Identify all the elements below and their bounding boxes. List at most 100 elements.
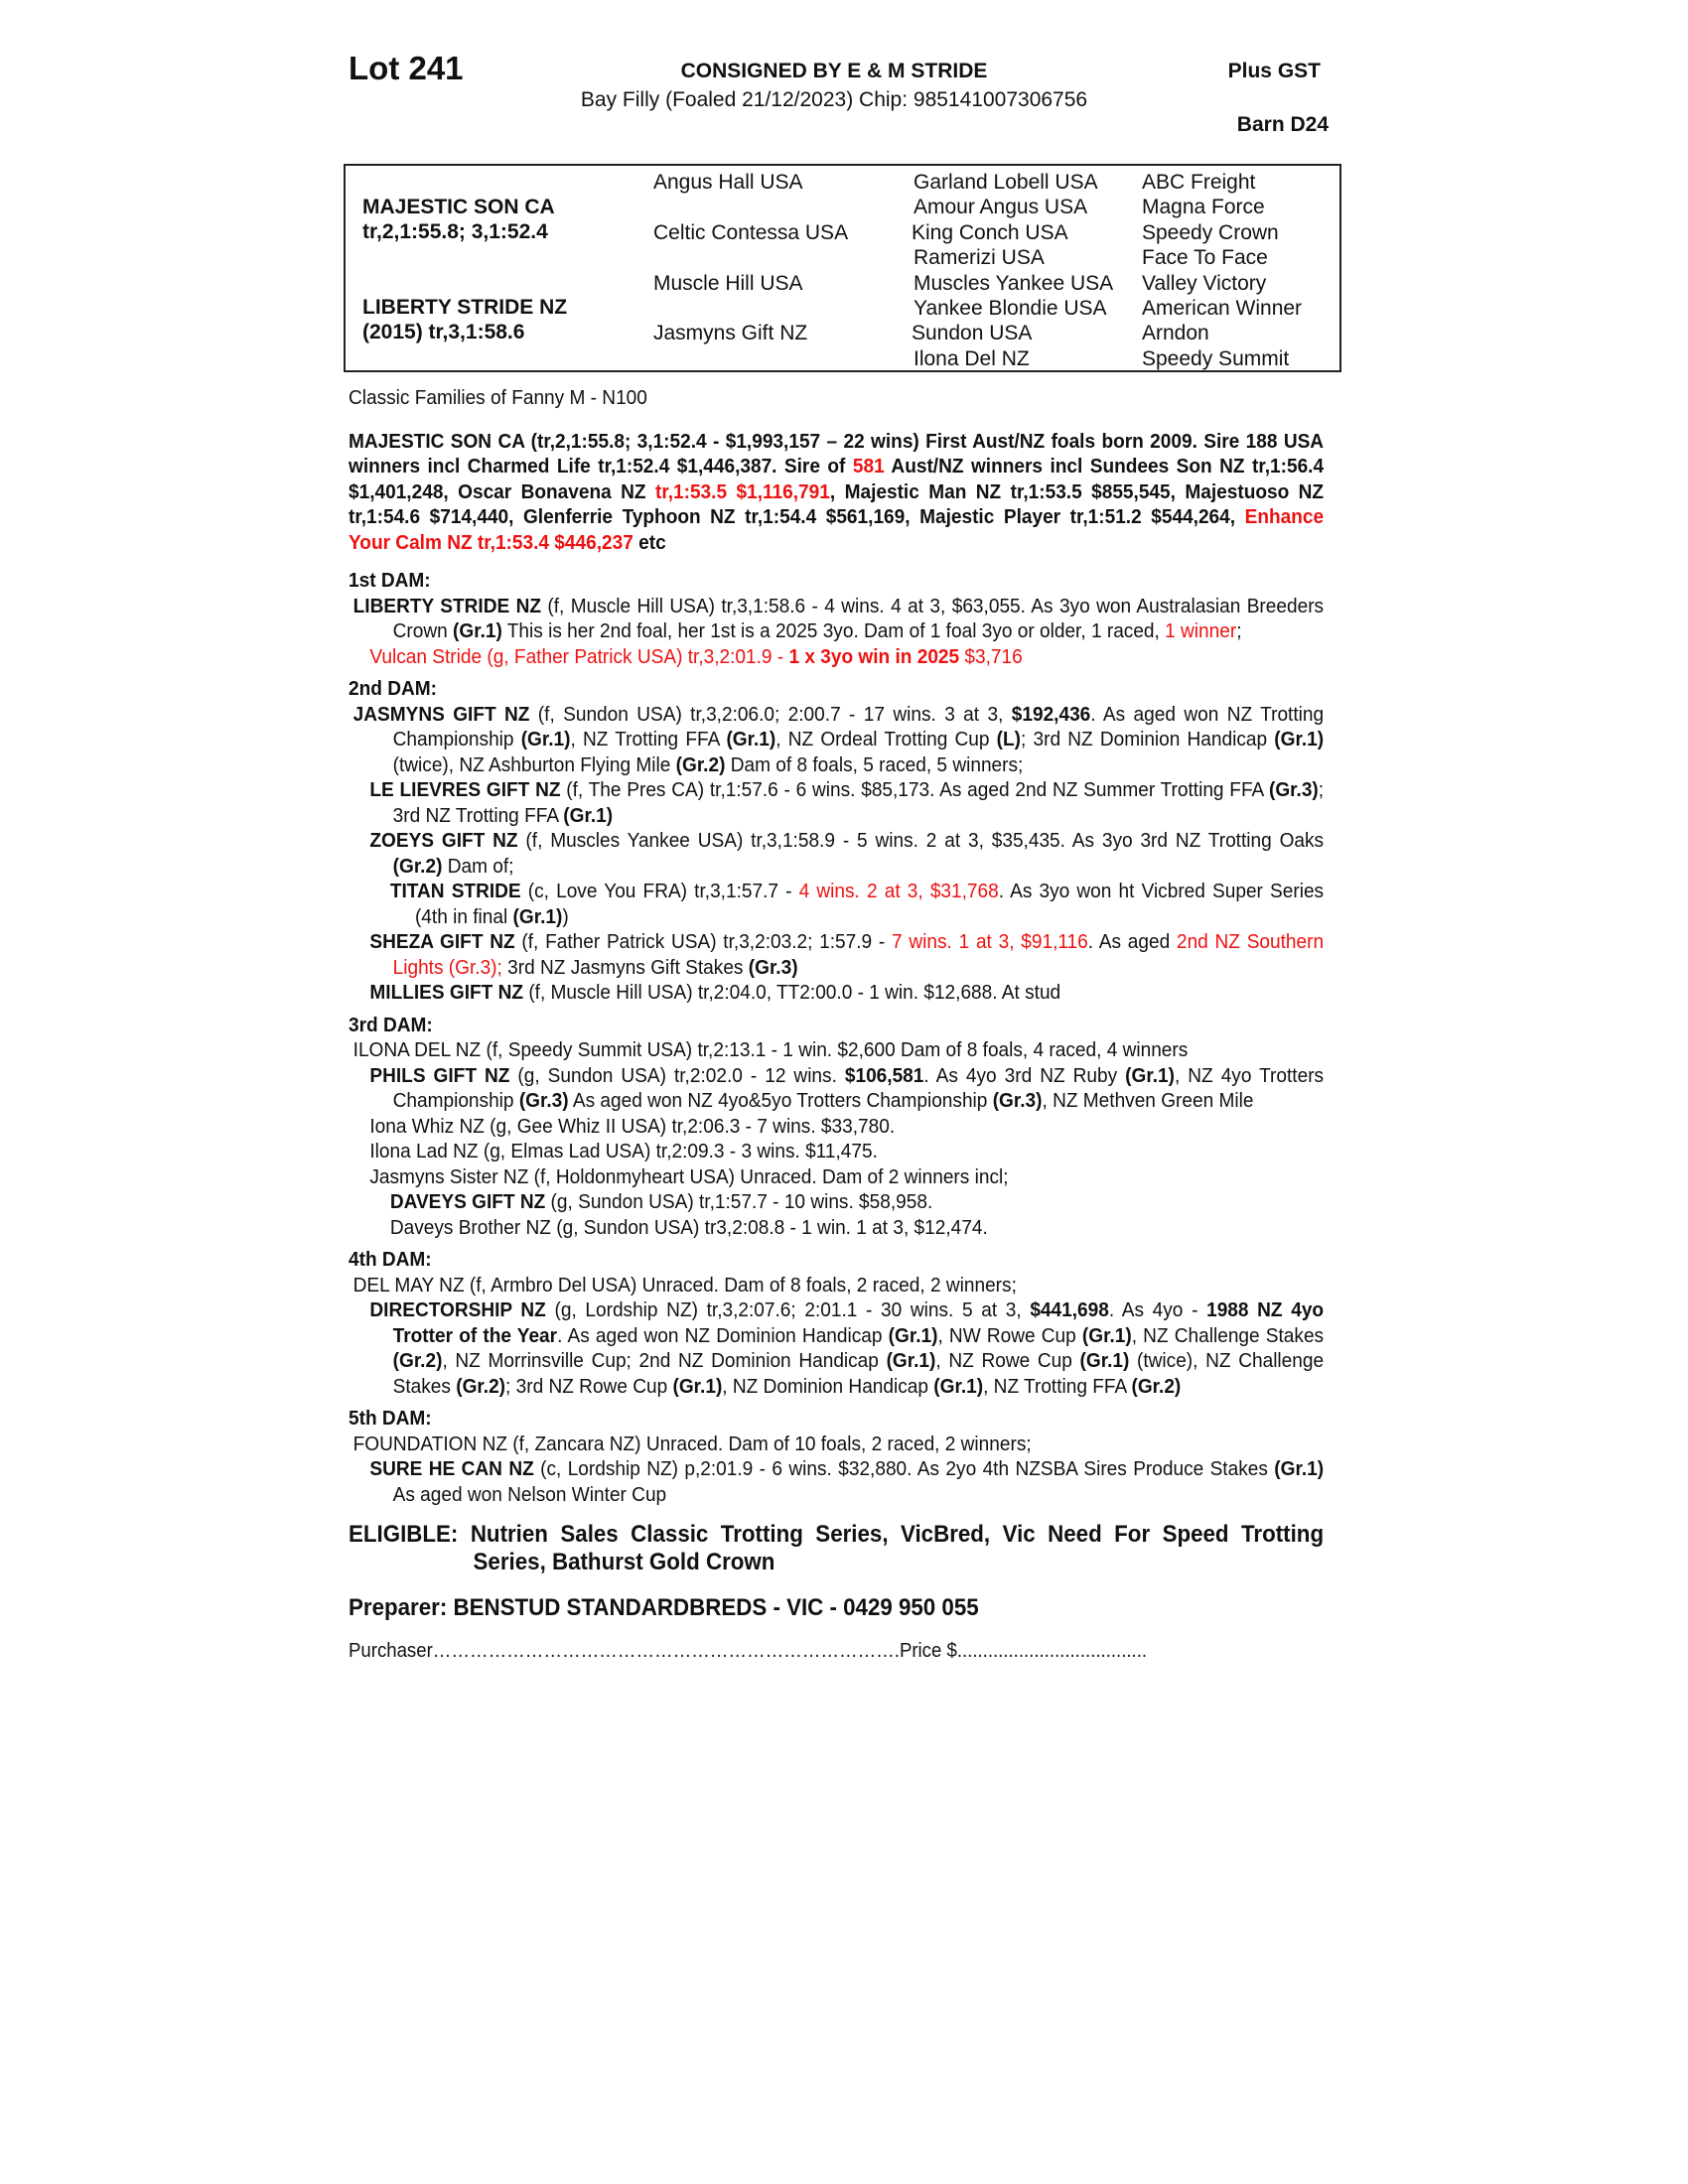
text-segment: , NZ Rowe Cup bbox=[935, 1349, 1080, 1372]
pedigree-ancestor: Face To Face bbox=[1142, 246, 1268, 270]
text-segment: 1 x 3yo win in 2025 bbox=[788, 644, 960, 668]
text-segment: (Gr.1) bbox=[888, 1323, 938, 1347]
text-segment: (f, Muscle Hill USA) tr,3,1:58.6 - 4 win… bbox=[392, 594, 1325, 643]
text-segment: , NZ 4yo Trotters Championship bbox=[392, 1063, 1325, 1113]
text-segment: , NZ Trotting FFA bbox=[570, 728, 727, 751]
pedigree-sire-record: tr,2,1:55.8; 3,1:52.4 bbox=[362, 220, 548, 243]
pedigree-ancestor: Arndon bbox=[1142, 322, 1209, 345]
section-heading: 3rd DAM: bbox=[349, 1013, 1324, 1038]
text-segment: (Gr.1) bbox=[1274, 728, 1325, 751]
consignor: CONSIGNED BY E & M STRIDE bbox=[680, 60, 988, 82]
text-segment: (Gr.1) bbox=[1079, 1349, 1130, 1372]
text-segment: MAJESTIC SON CA (tr,2,1:55.8; 3,1:52.4 -… bbox=[349, 429, 1325, 478]
text-segment: . As aged won NZ Trotting Championship bbox=[392, 702, 1325, 751]
pedigree-paragraph: FOUNDATION NZ (f, Zancara NZ) Unraced. D… bbox=[349, 1432, 1324, 1457]
text-segment: Preparer: BENSTUD STANDARDBREDS - VIC - … bbox=[349, 1594, 979, 1621]
pedigree-ancestor: Valley Victory bbox=[1142, 271, 1267, 295]
text-segment: (twice), NZ Ashburton Flying Mile bbox=[392, 752, 676, 776]
text-segment: . As aged bbox=[1087, 930, 1177, 953]
text-segment: (Gr.2) bbox=[392, 1349, 443, 1372]
pedigree-ancestor: Angus Hall USA bbox=[653, 171, 803, 194]
text-segment: (f, Muscles Yankee USA) tr,3,1:58.9 - 5 … bbox=[517, 829, 1325, 852]
text-segment: (twice), NZ Challenge Stakes bbox=[392, 1349, 1325, 1398]
text-segment: , NZ Dominion Handicap bbox=[722, 1374, 934, 1398]
text-segment: (L) bbox=[996, 728, 1022, 751]
text-segment: 1988 NZ 4yo Trotter of the Year bbox=[392, 1298, 1325, 1347]
section-heading: 2nd DAM: bbox=[349, 676, 1324, 702]
text-segment: 3rd DAM: bbox=[349, 1013, 433, 1036]
pedigree-sire: MAJESTIC SON CA bbox=[362, 196, 555, 218]
text-segment: (Gr.1) bbox=[520, 728, 571, 751]
text-segment: ; 3rd NZ Dominion Handicap bbox=[1021, 728, 1275, 751]
pedigree-paragraph: SURE HE CAN NZ (c, Lordship NZ) p,2:01.9… bbox=[349, 1456, 1324, 1507]
pedigree-ancestor: Yankee Blondie USA bbox=[914, 297, 1107, 320]
pedigree-paragraph: ELIGIBLE: Nutrien Sales Classic Trotting… bbox=[349, 1521, 1324, 1576]
text-segment: LIBERTY STRIDE NZ bbox=[352, 594, 541, 617]
text-segment: (Gr.2) bbox=[456, 1374, 506, 1398]
text-segment: FOUNDATION NZ (f, Zancara NZ) Unraced. D… bbox=[352, 1432, 1032, 1455]
pedigree-ancestor: ABC Freight bbox=[1142, 171, 1256, 194]
text-segment: (Gr.1) bbox=[672, 1374, 723, 1398]
text-segment: , NZ Ordeal Trotting Cup bbox=[775, 728, 997, 751]
text-segment: $441,698 bbox=[1030, 1298, 1109, 1321]
text-segment: SHEZA GIFT NZ bbox=[369, 930, 515, 953]
pedigree-dam-record: (2015) tr,3,1:58.6 bbox=[362, 321, 525, 343]
text-segment: (Gr.3) bbox=[992, 1089, 1043, 1112]
pedigree-paragraph: DEL MAY NZ (f, Armbro Del USA) Unraced. … bbox=[349, 1273, 1324, 1298]
text-segment: (Gr.1) bbox=[563, 803, 614, 827]
section-heading: 4th DAM: bbox=[349, 1247, 1324, 1273]
text-segment: . As 3yo won ht Vicbred Super Series (4t… bbox=[414, 880, 1325, 928]
pedigree-paragraph: MILLIES GIFT NZ (f, Muscle Hill USA) tr,… bbox=[349, 980, 1324, 1006]
text-segment: , NZ Morrinsville Cup; 2nd NZ Dominion H… bbox=[442, 1349, 887, 1372]
text-segment: 4 wins. 2 at 3, $31,768 bbox=[798, 880, 999, 902]
pedigree-ancestor: Speedy Summit bbox=[1142, 346, 1290, 370]
text-segment: (Gr.1) bbox=[886, 1349, 936, 1372]
pedigree-paragraph: TITAN STRIDE (c, Love You FRA) tr,3,1:57… bbox=[349, 879, 1324, 929]
text-segment: As aged won NZ 4yo&5yo Trotters Champion… bbox=[568, 1089, 993, 1112]
pedigree-paragraph: SHEZA GIFT NZ (f, Father Patrick USA) tr… bbox=[349, 929, 1324, 980]
pedigree-dam: LIBERTY STRIDE NZ bbox=[362, 296, 568, 319]
text-segment: (Gr.1) bbox=[453, 619, 502, 642]
text-segment: (Gr.3) bbox=[518, 1089, 569, 1112]
text-segment: Enhance Your Calm NZ tr,1:53.4 $446,237 bbox=[349, 505, 1325, 554]
pedigree-paragraph: MAJESTIC SON CA (tr,2,1:55.8; 3,1:52.4 -… bbox=[349, 429, 1324, 556]
pedigree-paragraph: DAVEYS GIFT NZ (g, Sundon USA) tr,1:57.7… bbox=[349, 1189, 1324, 1215]
text-segment: 2nd DAM: bbox=[349, 677, 437, 700]
text-segment: (f, Father Patrick USA) tr,3,2:03.2; 1:5… bbox=[514, 930, 893, 953]
text-segment: DAVEYS GIFT NZ bbox=[389, 1190, 546, 1213]
text-segment: ; bbox=[1236, 619, 1242, 642]
pedigree-ancestor: Ramerizi USA bbox=[914, 246, 1045, 270]
text-segment: Dam of; bbox=[442, 854, 514, 878]
text-segment: . As 4yo - bbox=[1108, 1298, 1207, 1321]
text-segment: Aust/NZ winners incl Sundees Son NZ tr,1… bbox=[349, 455, 1325, 503]
pedigree-ancestor: Magna Force bbox=[1142, 196, 1265, 219]
pedigree-paragraph: Daveys Brother NZ (g, Sundon USA) tr3,2:… bbox=[349, 1215, 1324, 1241]
text-segment: (Gr.2) bbox=[675, 752, 726, 776]
text-segment: , NW Rowe Cup bbox=[937, 1323, 1082, 1347]
text-segment: $106,581 bbox=[844, 1063, 924, 1087]
horse-description: Bay Filly (Foaled 21/12/2023) Chip: 9851… bbox=[580, 88, 1088, 111]
text-segment: $3,716 bbox=[959, 644, 1023, 668]
pedigree-ancestor: Muscles Yankee USA bbox=[914, 271, 1114, 295]
pedigree-ancestor: Jasmyns Gift NZ bbox=[653, 322, 808, 345]
pedigree-paragraph: Classic Families of Fanny M - N100 bbox=[349, 385, 1324, 411]
pedigree-table: MAJESTIC SON CA tr,2,1:55.8; 3,1:52.4 LI… bbox=[344, 164, 1341, 372]
text-segment: (c, Lordship NZ) p,2:01.9 - 6 wins. $32,… bbox=[533, 1457, 1275, 1480]
text-segment: tr,1:53.5 $1,116,791 bbox=[654, 479, 830, 503]
text-segment: (Gr.1) bbox=[1274, 1457, 1325, 1480]
text-segment: 581 bbox=[852, 455, 885, 478]
text-segment: Vulcan Stride (g, Father Patrick USA) tr… bbox=[369, 644, 789, 668]
text-segment: (Gr.3) bbox=[1268, 778, 1319, 801]
text-segment: 2nd NZ Southern Lights (Gr.3); bbox=[392, 930, 1325, 979]
text-segment: (Gr.1) bbox=[512, 904, 563, 928]
pedigree-paragraph: DIRECTORSHIP NZ (g, Lordship NZ) tr,3,2:… bbox=[349, 1297, 1324, 1399]
text-segment: MILLIES GIFT NZ bbox=[369, 981, 524, 1004]
text-segment: TITAN STRIDE bbox=[389, 880, 521, 902]
text-segment: (Gr.1) bbox=[1081, 1323, 1132, 1347]
text-segment: ; 3rd NZ Trotting FFA bbox=[392, 778, 1325, 827]
pedigree-ancestor: Sundon USA bbox=[912, 322, 1033, 345]
text-segment: , Majestic Man NZ tr,1:53.5 $855,545, Ma… bbox=[349, 479, 1325, 529]
text-segment: 3rd NZ Jasmyns Gift Stakes bbox=[501, 955, 749, 979]
gst-note: Plus GST bbox=[1227, 60, 1321, 82]
text-segment: 1st DAM: bbox=[349, 569, 431, 592]
